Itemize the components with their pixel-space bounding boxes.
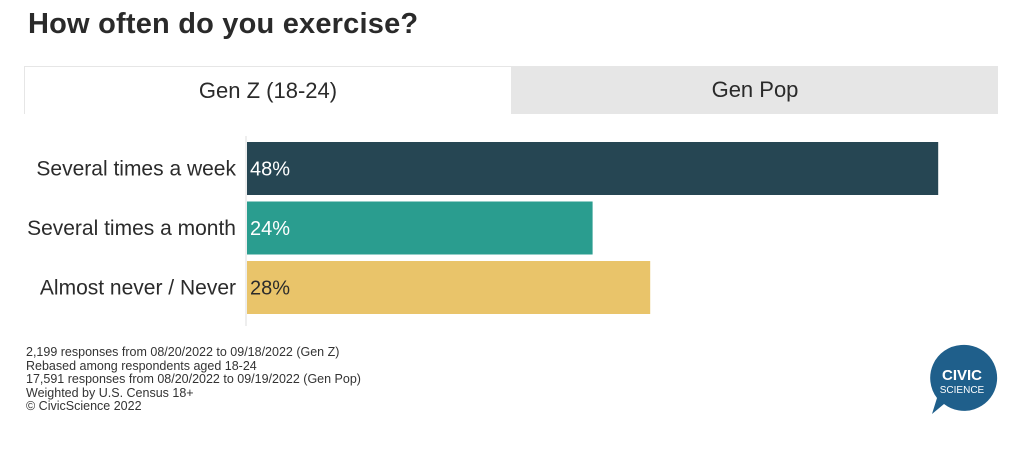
category-label-2: Almost never / Never [40,277,236,300]
footnote-weighting: Weighted by U.S. Census 18+ [26,385,194,400]
bar-2 [247,261,651,314]
footnotes: 2,199 responses from 08/20/2022 to 09/18… [26,345,361,414]
footnote-gen-pop-responses: 17,591 responses from 08/20/2022 to 09/1… [26,372,361,387]
chart-title: How often do you exercise? [28,8,419,40]
tab-gen-z[interactable]: Gen Z (18-24) [24,66,512,114]
tab-gen-pop[interactable]: Gen Pop [711,77,799,102]
value-label-0: 48% [250,159,290,181]
bar-1 [247,201,593,255]
bar-0 [247,142,939,195]
category-label-0: Several times a week [36,158,236,181]
category-label-1: Several times a month [27,217,236,240]
bar-chart: Several times a week 48% Several times a m… [27,136,939,326]
logo-text-science: SCIENCE [940,385,985,396]
tab-bar: Gen Z (18-24) Gen Pop [24,66,998,114]
value-label-2: 28% [250,278,290,300]
footnote-rebased: Rebased among respondents aged 18-24 [26,358,257,373]
footnote-copyright: © CivicScience 2022 [26,399,142,414]
footnote-gen-z-responses: 2,199 responses from 08/20/2022 to 09/18… [26,345,340,359]
logo-text-civic: CIVIC [942,367,982,384]
value-label-1: 24% [250,218,290,240]
logo-speech-bubble-icon [930,344,998,414]
civicscience-logo: CIVIC SCIENCE [930,344,998,414]
